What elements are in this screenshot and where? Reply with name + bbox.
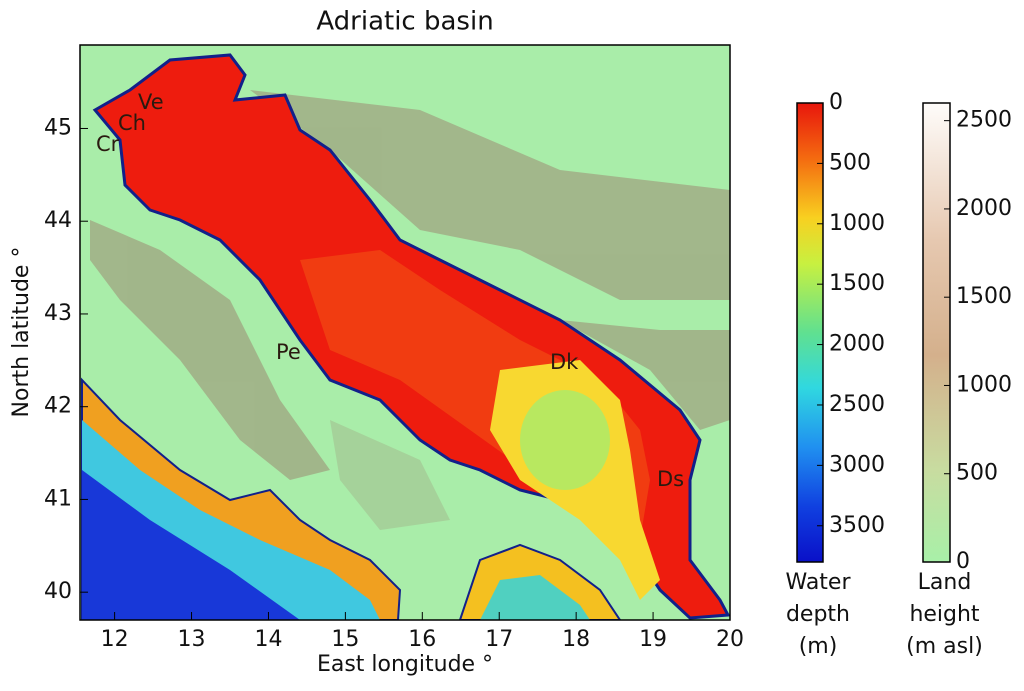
x-tick-label: 20 [716, 627, 744, 652]
x-tick-label: 17 [485, 627, 513, 652]
x-tick-label: 13 [178, 627, 206, 652]
colorbar-tick-label: 3500 [829, 513, 885, 538]
colorbar-tick-label: 0 [956, 549, 970, 574]
colorbar-tick-label: 1500 [829, 271, 885, 296]
y-tick-label: 45 [44, 115, 72, 140]
y-tick-label: 41 [44, 486, 72, 511]
ionian-deep [480, 575, 590, 620]
south-adriatic-pit [520, 390, 610, 490]
colorbar-land [922, 102, 951, 563]
colorbar-water [796, 102, 824, 563]
y-tick-label: 42 [44, 394, 72, 419]
x-axis-label: East longitude ° [317, 652, 493, 677]
site-label: Dk [550, 350, 579, 374]
colorbar-tick-label: 500 [829, 150, 871, 175]
colorbar-label: height [909, 602, 979, 627]
colorbar-label: depth [786, 602, 850, 627]
site-label: Ch [118, 111, 146, 135]
tyrrhenian-deep [82, 470, 300, 620]
colorbar-tick-label: 2000 [829, 332, 885, 357]
colorbar-tick-label: 2500 [956, 108, 1012, 133]
y-axis-label: North latitude ° [9, 247, 34, 418]
relief [90, 90, 730, 530]
colorbar-label: Water [785, 570, 851, 595]
x-tick-label: 18 [562, 627, 590, 652]
plot-frame [79, 44, 731, 621]
chart-title: Adriatic basin [316, 7, 493, 37]
y-tick-label: 40 [44, 579, 72, 604]
colorbar-tick-label: 1500 [956, 284, 1012, 309]
colorbar-tick-label: 0 [829, 90, 843, 115]
x-tick-label: 15 [331, 627, 359, 652]
site-label: Pe [276, 340, 301, 364]
colorbar-label: (m) [799, 634, 838, 659]
site-label: Cr [96, 132, 120, 156]
colorbar-label: Land [918, 570, 972, 595]
colorbar-tick-label: 1000 [829, 211, 885, 236]
site-label: Ds [657, 467, 684, 491]
y-tick-label: 44 [44, 208, 72, 233]
y-tick-label: 43 [44, 301, 72, 326]
colorbar-label: (m asl) [906, 634, 983, 659]
colorbar-tick-label: 2500 [829, 392, 885, 417]
colorbar-tick-label: 500 [956, 461, 998, 486]
x-tick-label: 19 [639, 627, 667, 652]
x-tick-label: 12 [101, 627, 129, 652]
colorbar-tick-label: 2000 [956, 196, 1012, 221]
x-tick-label: 14 [254, 627, 282, 652]
colorbar-tick-label: 3000 [829, 452, 885, 477]
colorbar-tick-label: 1000 [956, 372, 1012, 397]
map-area: Ve Ch Cr Pe Dk Ds [80, 45, 730, 620]
site-label: Ve [138, 90, 164, 114]
x-tick-label: 16 [408, 627, 436, 652]
